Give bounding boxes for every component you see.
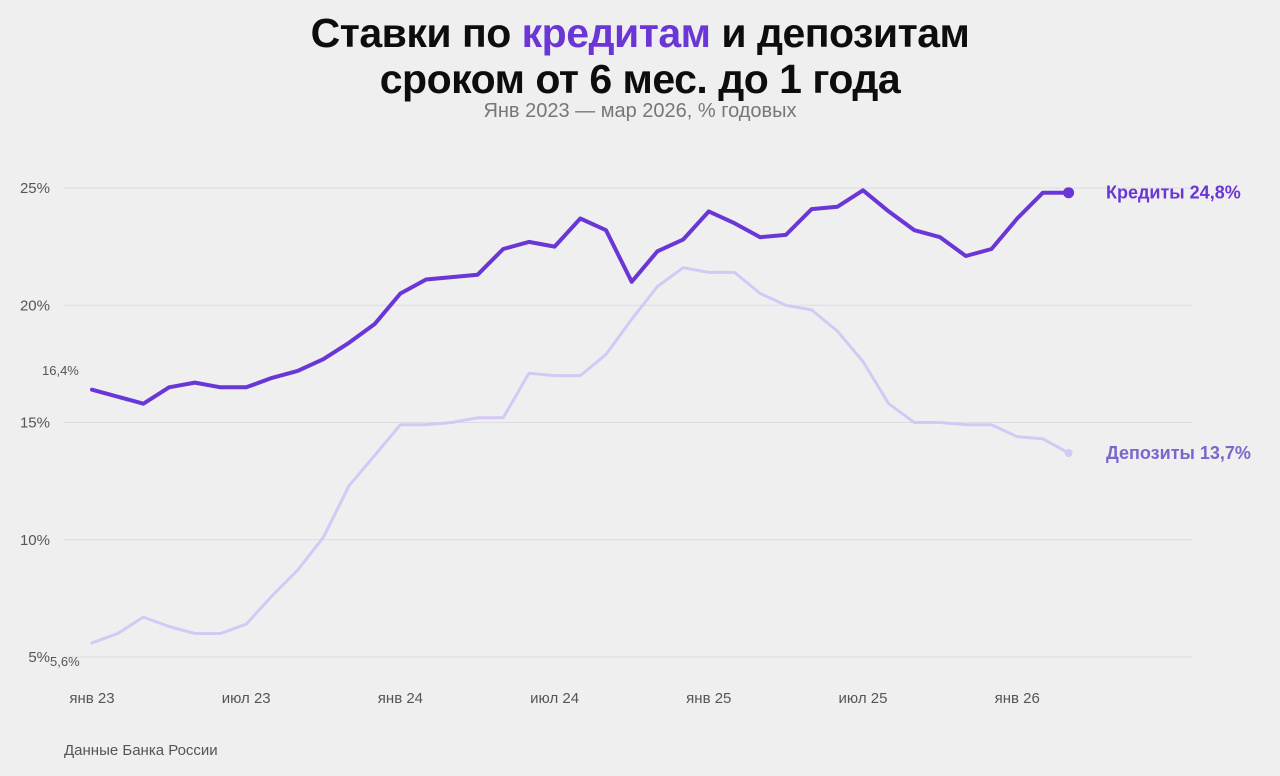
series-line-credits bbox=[90, 188, 1071, 406]
x-tick-label: июл 23 bbox=[222, 690, 271, 707]
data-source: Данные Банка России bbox=[64, 742, 218, 759]
y-tick-label: 15% bbox=[20, 415, 50, 432]
series-line-deposits bbox=[90, 266, 1071, 645]
start-annotation-deposits: 5,6% bbox=[50, 654, 80, 669]
x-tick-label: янв 26 bbox=[995, 690, 1040, 707]
y-tick-label: 20% bbox=[20, 297, 50, 314]
x-tick-label: июл 24 bbox=[530, 690, 579, 707]
series-end-label: Кредиты 24,8% bbox=[1106, 183, 1241, 203]
series-end-point bbox=[1063, 187, 1075, 199]
series-end-point bbox=[1064, 448, 1073, 457]
y-tick-label: 10% bbox=[20, 532, 50, 549]
start-annotation-credits: 16,4% bbox=[42, 363, 79, 378]
y-tick-label: 5% bbox=[28, 649, 50, 666]
chart-subtitle: Янв 2023 — мар 2026, % годовых bbox=[483, 100, 797, 122]
title-highlight: кредитам bbox=[521, 10, 711, 56]
title-line2: сроком от 6 мес. до 1 года bbox=[379, 56, 901, 102]
x-tick-label: янв 23 bbox=[69, 690, 114, 707]
chart-title: Ставки по кредитам и депозитам сроком от… bbox=[0, 10, 1280, 102]
series-end-label: Депозиты 13,7% bbox=[1106, 443, 1251, 463]
x-tick-label: июл 25 bbox=[839, 690, 888, 707]
y-tick-label: 25% bbox=[20, 180, 50, 197]
x-tick-label: янв 24 bbox=[378, 690, 423, 707]
title-part2: и депозитам bbox=[710, 10, 970, 56]
x-tick-label: янв 25 bbox=[686, 690, 731, 707]
title-part1: Ставки по bbox=[310, 10, 522, 56]
